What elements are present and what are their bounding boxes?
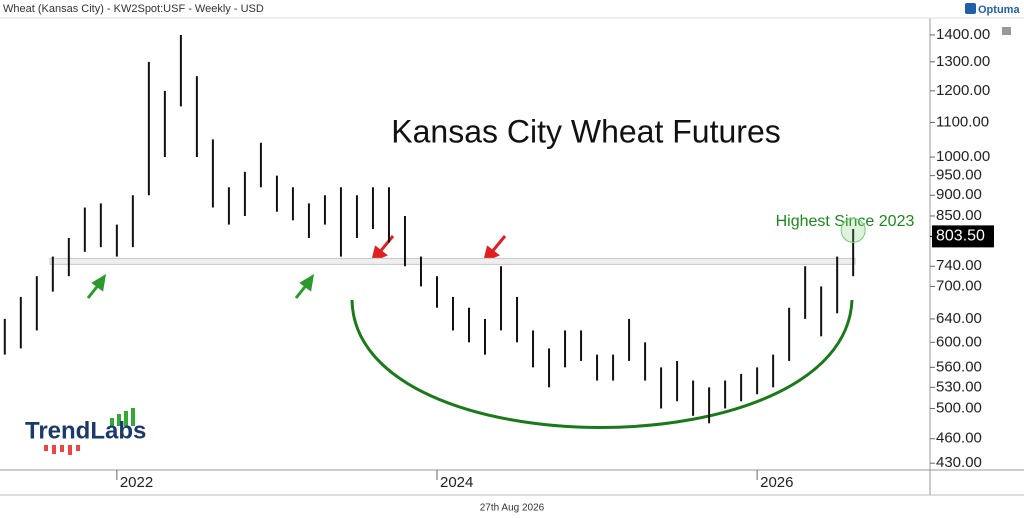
logo-text: TrendLabs — [25, 417, 146, 444]
chart-title: Kansas City Wheat Futures — [391, 113, 780, 149]
highlight-circle — [840, 217, 866, 243]
x-tick-label: 2026 — [760, 474, 793, 491]
y-tick-label: 700.00 — [936, 277, 982, 294]
y-tick-label: 600.00 — [936, 333, 982, 350]
y-tick-label: 640.00 — [936, 310, 982, 327]
header: Wheat (Kansas City) - KW2Spot:USF - Week… — [3, 3, 264, 15]
y-tick-label: 500.00 — [936, 399, 982, 416]
logo: TrendLabs — [25, 408, 146, 455]
last-price-label: 803.50 — [936, 228, 985, 245]
y-tick-label: 1100.00 — [936, 113, 989, 130]
y-tick-label: 900.00 — [936, 186, 982, 203]
lock-icon — [1002, 27, 1011, 35]
y-tick-label: 1200.00 — [936, 82, 990, 99]
y-tick-label: 560.00 — [936, 358, 982, 375]
rounding-bottom-arc — [350, 299, 854, 429]
y-tick-label: 950.00 — [936, 167, 982, 184]
x-tick-label: 2022 — [120, 474, 153, 491]
brand-icon — [965, 3, 976, 14]
date-label: 27th Aug 2026 — [480, 503, 545, 514]
support-band — [49, 257, 856, 265]
y-tick-label: 740.00 — [936, 257, 982, 274]
y-tick-label: 1300.00 — [936, 53, 990, 70]
y-tick-label: 850.00 — [936, 207, 982, 224]
y-tick-label: 430.00 — [936, 454, 982, 471]
y-tick-label: 530.00 — [936, 378, 982, 395]
y-tick-label: 1400.00 — [936, 26, 990, 43]
red-arrows — [370, 235, 507, 263]
x-tick-label: 2024 — [440, 474, 473, 491]
y-tick-label: 460.00 — [936, 430, 982, 447]
last-price-box — [932, 225, 994, 248]
green-arrows — [86, 274, 315, 299]
y-tick-label: 1000.00 — [936, 148, 990, 165]
brand: Optuma — [978, 4, 1020, 16]
